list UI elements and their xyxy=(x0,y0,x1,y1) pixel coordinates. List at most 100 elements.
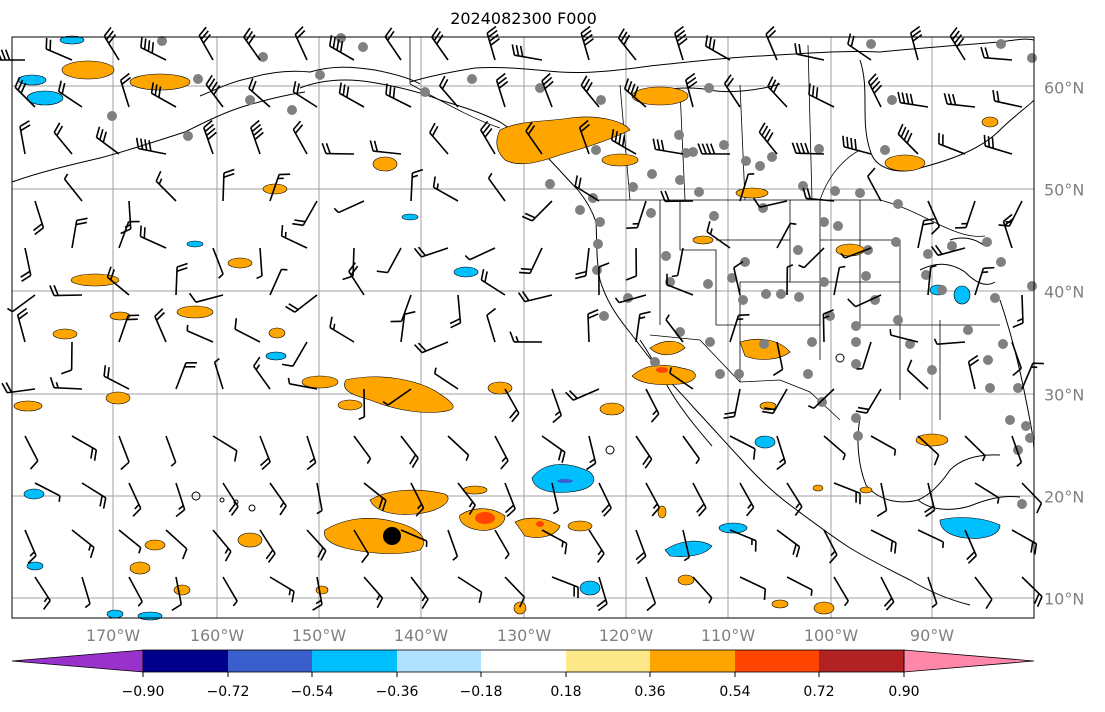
wind-barb xyxy=(165,529,188,560)
wind-barb xyxy=(186,324,214,343)
wind-barb xyxy=(390,294,412,323)
wind-barb xyxy=(974,266,995,296)
wind-barb xyxy=(312,576,323,611)
wind-barb xyxy=(565,388,600,401)
wind-barb xyxy=(433,367,459,390)
wind-barb xyxy=(635,311,651,343)
wind-barb xyxy=(671,247,684,278)
wind-barb xyxy=(316,482,323,515)
wind-barb xyxy=(259,529,276,563)
wind-barb xyxy=(822,309,834,343)
colorbar-tick: 0.90 xyxy=(888,684,920,700)
wind-barb xyxy=(964,529,978,564)
colorbar-outline xyxy=(142,649,905,673)
wind-barb xyxy=(625,247,638,281)
wind-barb xyxy=(949,26,966,61)
wind-barb xyxy=(1011,435,1023,467)
colorbar-tick: 0.72 xyxy=(803,684,835,700)
wind-barb xyxy=(574,175,600,202)
colorbar-tick: −0.18 xyxy=(459,684,503,700)
wind-barb xyxy=(154,308,167,343)
wind-barb xyxy=(833,482,861,505)
wind-barb xyxy=(103,26,120,61)
wind-barb xyxy=(292,81,318,108)
wind-barb xyxy=(348,262,365,296)
wind-barb xyxy=(212,247,224,279)
wind-barb xyxy=(682,435,701,465)
colorbar-segment xyxy=(481,650,566,672)
wind-barb xyxy=(767,76,788,108)
wind-barb xyxy=(598,262,610,296)
wind-barb xyxy=(833,265,846,296)
lon-label-170w: 170°W xyxy=(85,626,141,645)
colorbar-tick: −0.36 xyxy=(375,684,419,700)
wind-barb xyxy=(57,80,83,108)
wind-barb xyxy=(432,176,459,202)
wind-barb xyxy=(203,119,217,155)
wind-barb xyxy=(63,173,83,202)
wind-barb xyxy=(808,83,835,108)
wind-barb xyxy=(24,529,37,564)
wind-barb xyxy=(49,285,83,297)
map-frame xyxy=(11,36,1035,619)
colorbar-segment xyxy=(735,650,819,672)
wind-barb xyxy=(385,83,412,108)
wind-barb xyxy=(34,576,51,610)
wind-barb xyxy=(61,341,73,375)
wind-barb xyxy=(682,529,690,562)
wind-barb xyxy=(511,44,543,61)
wind-barb xyxy=(480,269,506,296)
wind-barb xyxy=(175,362,197,390)
wind-barb xyxy=(222,576,238,607)
wind-barb xyxy=(551,576,579,599)
wind-barb xyxy=(752,197,788,208)
colorbar-segment xyxy=(650,650,735,672)
wind-barb xyxy=(212,435,238,462)
colorbar-segment xyxy=(312,650,397,672)
colorbar-tick: −0.90 xyxy=(121,684,165,700)
wind-barb xyxy=(106,266,130,296)
wind-barb xyxy=(733,260,744,296)
wind-barb xyxy=(897,91,929,108)
colorbar-tick: 0.36 xyxy=(634,684,666,700)
wind-barb xyxy=(1012,294,1024,328)
wind-barb xyxy=(794,43,825,61)
colorbar xyxy=(11,649,1035,677)
wind-barb xyxy=(758,122,778,155)
wind-barb xyxy=(234,318,261,343)
negative-anomaly-areas xyxy=(17,35,1001,621)
wind-barb xyxy=(1021,482,1043,514)
wind-barb xyxy=(34,482,61,502)
wind-barb xyxy=(175,482,186,518)
wind-barb xyxy=(95,126,120,155)
wind-barb xyxy=(776,529,801,558)
wind-barb xyxy=(280,225,308,249)
wind-barb xyxy=(842,135,872,155)
colorbar-extend-max xyxy=(903,649,1035,673)
wind-barb xyxy=(541,529,568,555)
wind-barb xyxy=(495,72,509,108)
wind-barb xyxy=(823,435,846,461)
wind-barb xyxy=(1011,529,1038,555)
wind-barb xyxy=(480,120,496,155)
wind-barb xyxy=(292,120,308,155)
wind-barb xyxy=(431,27,449,61)
colorbar-tick: −0.72 xyxy=(206,684,250,700)
wind-barb xyxy=(802,187,835,202)
wind-barb xyxy=(410,482,425,517)
wind-barb xyxy=(776,435,787,471)
wind-barb xyxy=(521,200,553,222)
wind-barb xyxy=(674,25,688,61)
wind-barb xyxy=(807,388,835,410)
lat-label-20n: 20°N xyxy=(1044,487,1085,507)
wind-barb xyxy=(400,435,419,468)
wind-barb xyxy=(213,357,224,390)
wind-barb xyxy=(762,388,788,415)
wind-barb xyxy=(49,377,83,390)
wind-barb xyxy=(652,138,684,155)
wind-barb xyxy=(706,221,731,249)
colorbar-tick: 0.18 xyxy=(550,684,582,700)
wind-barb xyxy=(955,200,976,229)
wind-barb xyxy=(321,142,355,155)
wind-barb xyxy=(438,75,459,108)
